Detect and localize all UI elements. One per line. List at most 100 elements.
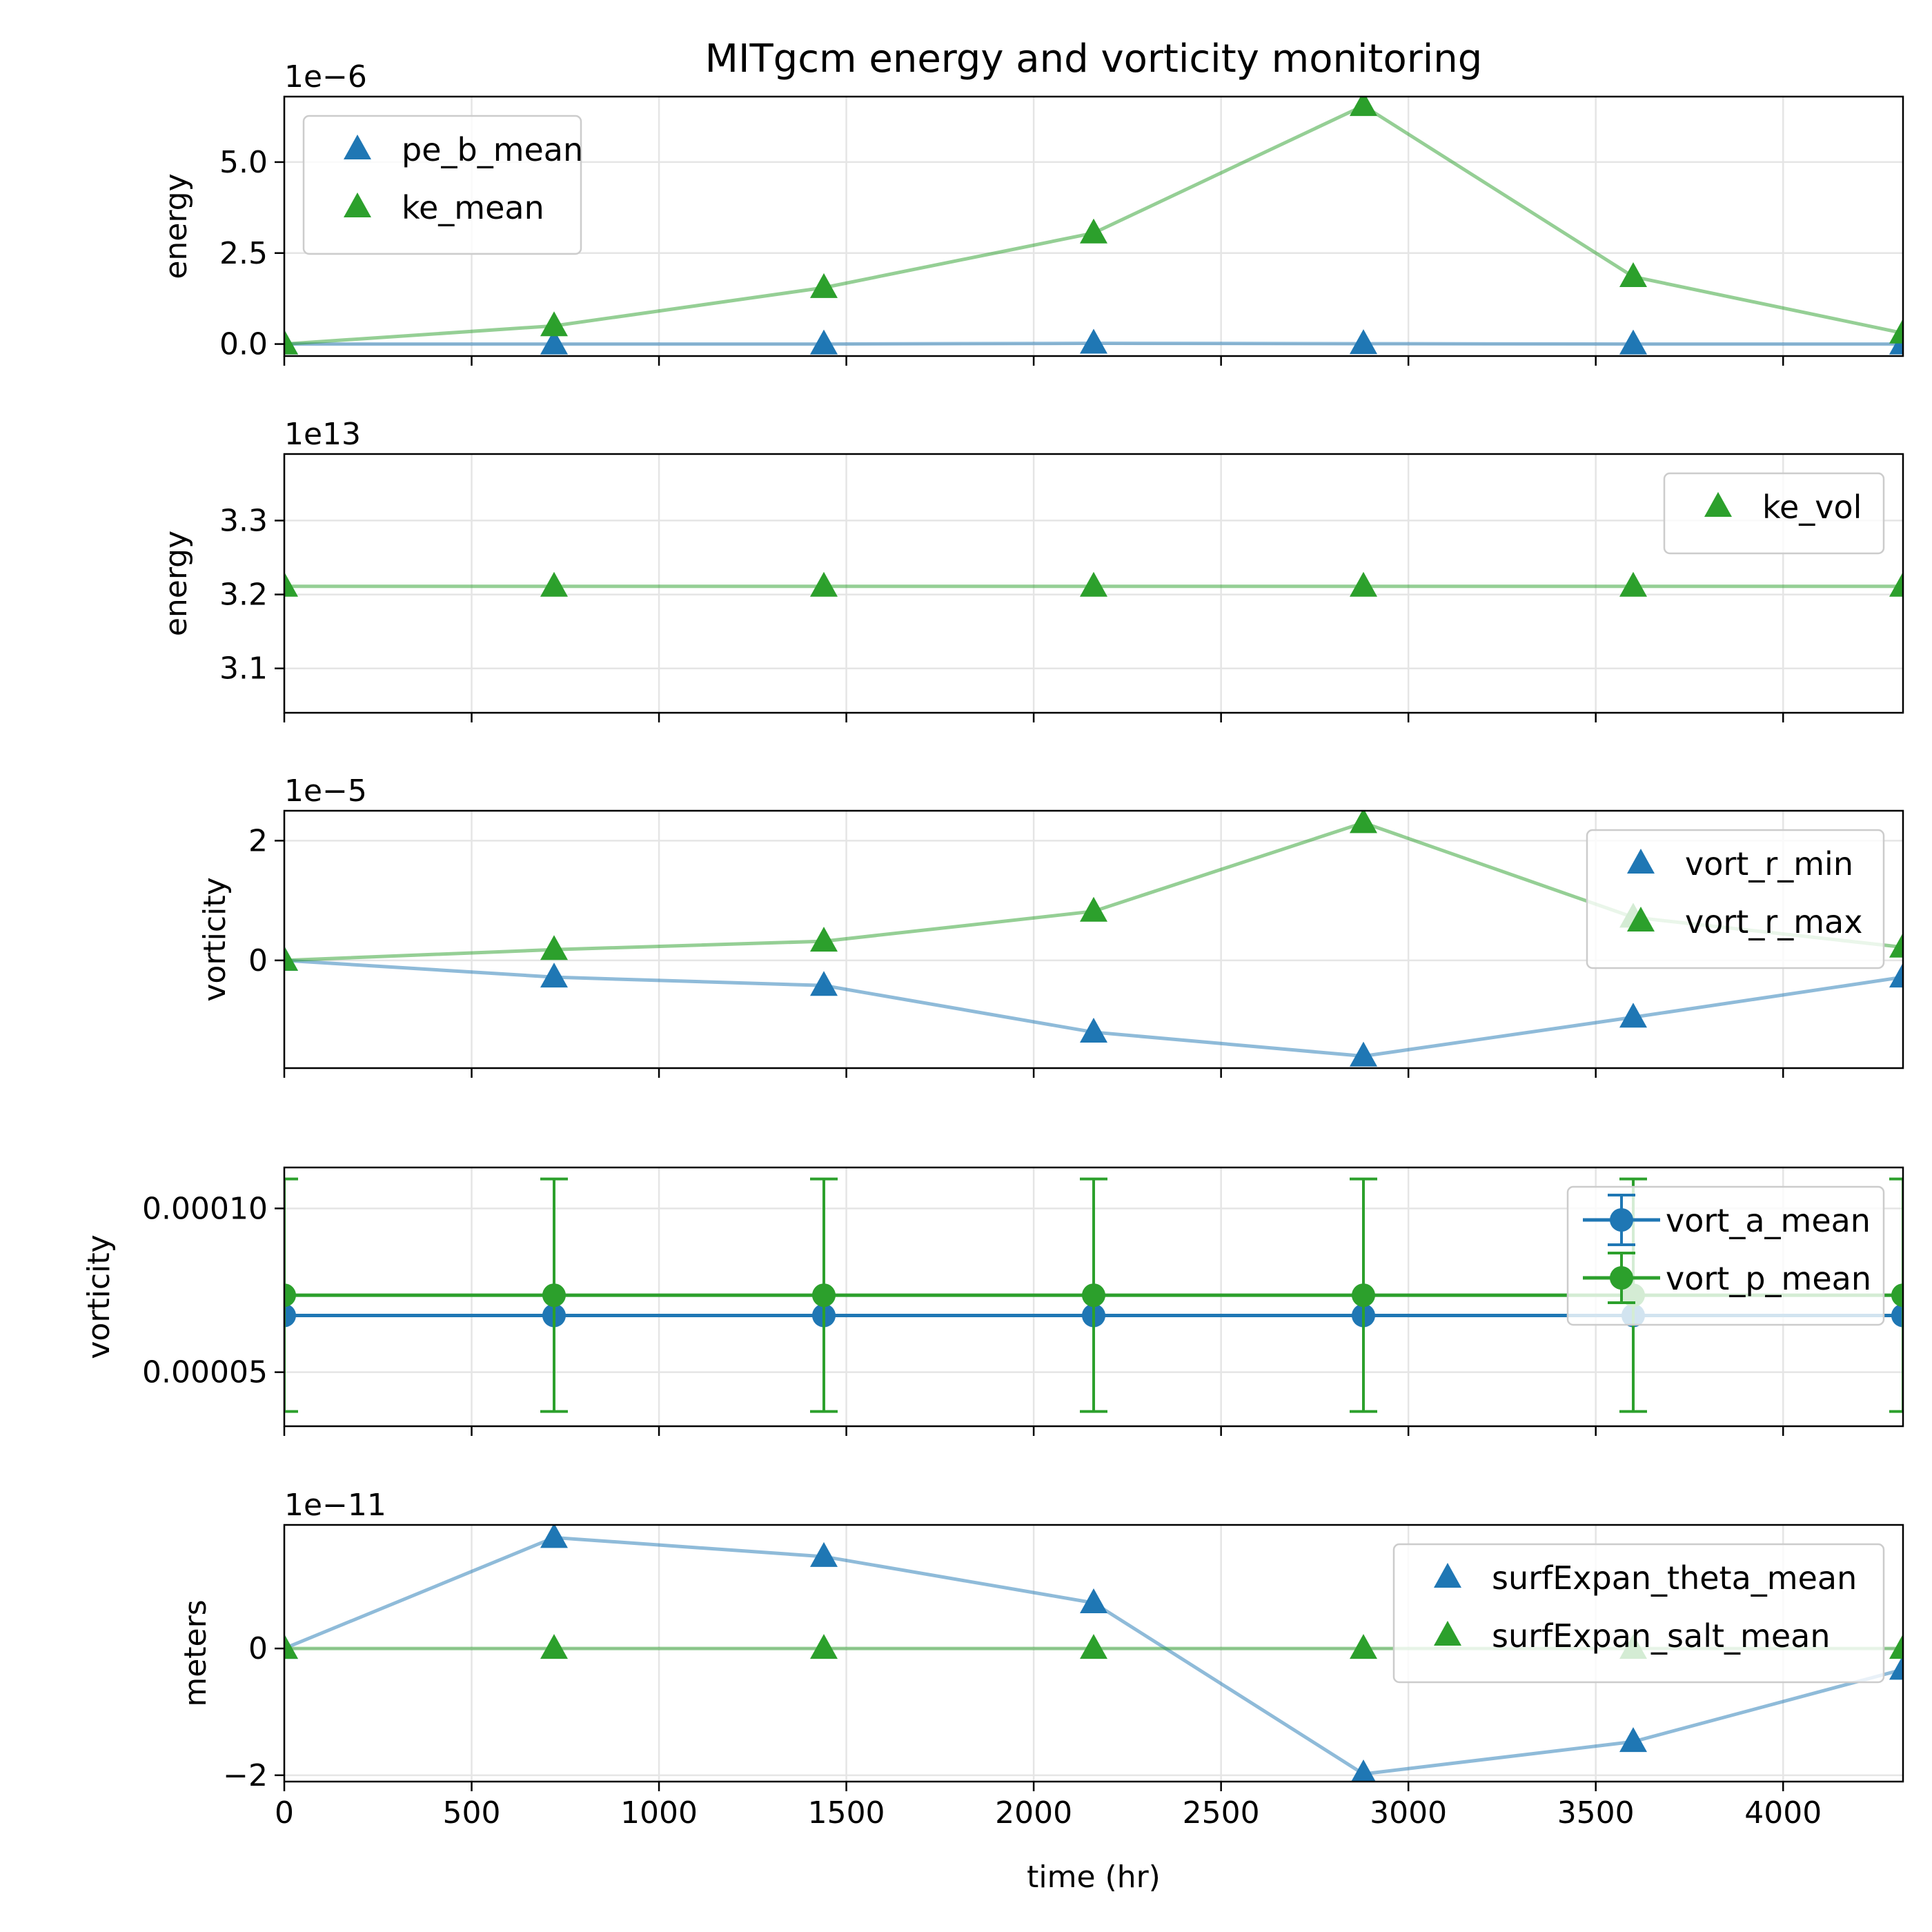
data-point [540, 329, 568, 355]
subplot-2: 3.1 3.2 3.3 energy 1e13 ke_vol [159, 417, 1904, 722]
y-tick-label: −2 [223, 1758, 268, 1793]
data-point [1350, 97, 1377, 117]
data-point [542, 1283, 566, 1308]
data-point [1619, 262, 1647, 288]
y-ticks: 0.0 2.5 5.0 [219, 145, 284, 362]
x-tick-label: 2000 [995, 1795, 1072, 1831]
data-point [1889, 932, 1903, 958]
x-ticks [283, 713, 1784, 722]
legend-marker [344, 193, 371, 217]
x-ticks: 0 500 1000 1500 2000 2500 3000 3500 4000 [275, 1782, 1822, 1831]
data-point [540, 311, 568, 337]
data-point [1889, 963, 1903, 988]
y-tick-label: 3.3 [219, 503, 268, 538]
data-point [1350, 811, 1377, 834]
subplot-1: 0.0 2.5 5.0 energy 1e−6 pe_b_mean ke_mean [159, 59, 1904, 366]
x-ticks [283, 1426, 1784, 1436]
series-ke_vol [284, 571, 1903, 597]
legend-entry: vort_a_mean [1666, 1202, 1871, 1239]
subplot-4: 0.00005 0.00010 vorticity vort_a_mean vort_p… [81, 1166, 1904, 1436]
legend-entry: ke_vol [1762, 489, 1862, 526]
data-point [1619, 1727, 1647, 1753]
data-point [810, 273, 838, 298]
x-tick-label: 500 [443, 1795, 501, 1831]
y-tick-label: 0.00010 [142, 1191, 268, 1226]
legend-box [1586, 829, 1885, 969]
data-point [284, 329, 298, 355]
legend: pe_b_mean ke_mean [302, 115, 583, 255]
data-point [1080, 571, 1107, 597]
x-tick-label: 2500 [1183, 1795, 1260, 1831]
series-ke_mean [284, 97, 1903, 355]
legend-marker [344, 135, 371, 159]
data-point [1080, 1017, 1107, 1043]
legend-marker [1434, 1621, 1461, 1646]
data-point [810, 1634, 838, 1659]
y-ticks: 0.00005 0.00010 [142, 1191, 284, 1390]
y-tick-label: 0.0 [219, 327, 268, 362]
figure-title: MITgcm energy and vorticity monitoring [705, 37, 1483, 81]
data-point [1082, 1283, 1105, 1308]
y-tick-label: 0.00005 [142, 1355, 268, 1390]
x-axis-label: time (hr) [1027, 1860, 1161, 1895]
legend-marker [1610, 1266, 1633, 1290]
subplot-panels: 0.02.55.0energy1e−6pe_b_meanke_mean3.13.… [81, 59, 1904, 1831]
data-point [1080, 328, 1107, 354]
legend: ke_vol [1663, 472, 1885, 555]
legend-marker [1434, 1563, 1461, 1588]
data-point [540, 571, 568, 597]
data-point [1352, 1283, 1375, 1308]
data-point [540, 963, 568, 988]
axes-frame [283, 95, 1904, 357]
legend-box [1392, 1543, 1885, 1684]
legend-marker [1627, 907, 1655, 931]
axes-frame [283, 1524, 1904, 1783]
y-axis-label: energy [159, 173, 194, 279]
y-tick-label: 5.0 [219, 145, 268, 180]
data-point [810, 927, 838, 952]
data-point [1350, 1041, 1377, 1067]
data-point [284, 1283, 296, 1308]
x-ticks [283, 356, 1784, 366]
y-tick-label: 2 [248, 823, 268, 858]
y-ticks: 02 [248, 823, 284, 978]
legend: vort_r_min vort_r_max [1586, 829, 1885, 969]
data-point [284, 1634, 298, 1659]
data-point [540, 1525, 568, 1548]
legend-box [302, 115, 582, 255]
x-tick-label: 4000 [1744, 1795, 1822, 1831]
legend-entry: surfExpan_theta_mean [1492, 1559, 1857, 1597]
y-tick-label: 3.1 [219, 651, 268, 687]
data-point [810, 571, 838, 597]
legend: vort_a_mean vort_p_mean [1566, 1185, 1885, 1326]
legend-box [1663, 472, 1885, 555]
legend-entry: vort_p_mean [1666, 1260, 1871, 1297]
legend-entry: vort_r_max [1685, 903, 1862, 940]
legend-marker [1610, 1208, 1633, 1232]
x-tick-label: 0 [275, 1795, 294, 1831]
data-point [540, 1634, 568, 1659]
y-axis-label: meters [178, 1599, 213, 1706]
axes-frame [283, 1166, 1904, 1428]
legend-marker [1627, 849, 1655, 874]
series-pe_b_mean [284, 328, 1903, 355]
y-tick-label: 2.5 [219, 236, 268, 271]
data-point [1080, 218, 1107, 244]
y-ticks: 3.1 3.2 3.3 [219, 503, 284, 687]
data-point [540, 935, 568, 960]
data-point [1891, 1283, 1903, 1308]
series-vort_r_min [284, 945, 1903, 1067]
legend: surfExpan_theta_mean surfExpan_salt_mean [1392, 1543, 1885, 1684]
data-point [1350, 1634, 1377, 1659]
series-area [284, 1525, 1903, 1782]
x-tick-label: 1500 [808, 1795, 885, 1831]
series-area [284, 97, 1903, 355]
legend-entry: surfExpan_salt_mean [1492, 1617, 1830, 1655]
data-point [812, 1283, 836, 1308]
y-offset-text: 1e−6 [284, 59, 367, 95]
data-point [1891, 1303, 1903, 1328]
data-point [1080, 1634, 1107, 1659]
axes-frame [283, 453, 1904, 714]
y-tick-label: 0 [248, 1631, 268, 1666]
